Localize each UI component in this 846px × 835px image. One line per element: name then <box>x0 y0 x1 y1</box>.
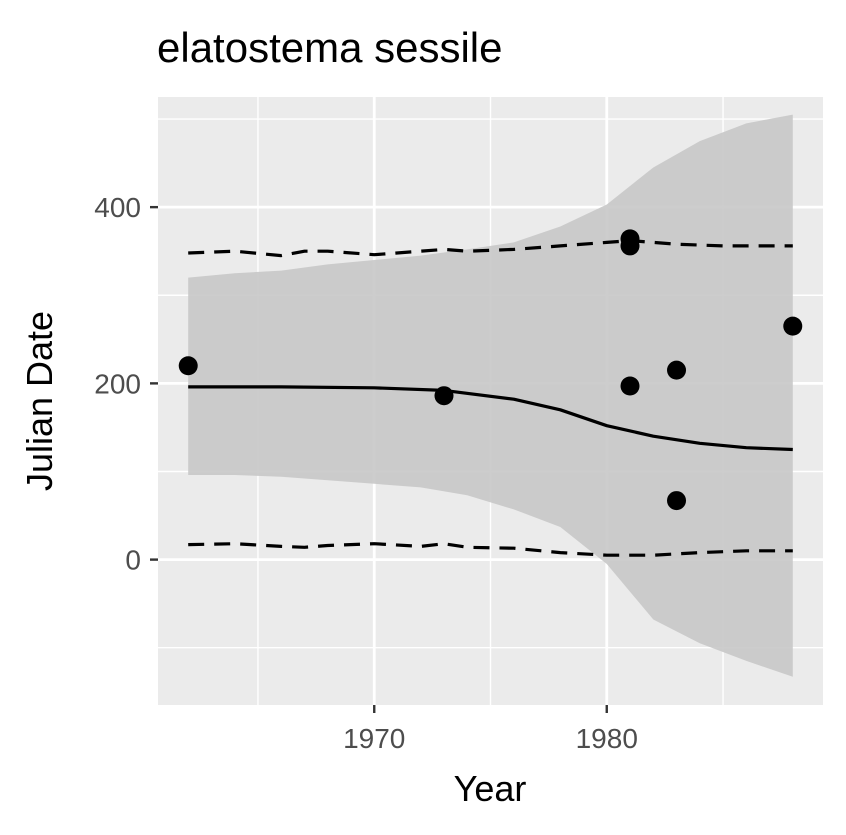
chart-title: elatostema sessile <box>157 24 503 71</box>
y-tick-label: 400 <box>94 192 141 223</box>
y-tick-label: 0 <box>125 545 141 576</box>
data-point <box>783 316 803 336</box>
lines-layer <box>188 239 793 557</box>
upper-quantile-line <box>188 239 793 258</box>
data-point <box>667 360 687 380</box>
points-layer <box>178 229 803 511</box>
lower-quantile-line <box>188 542 793 557</box>
data-point <box>620 376 640 396</box>
data-point <box>434 386 454 406</box>
y-axis-title: Julian Date <box>19 311 60 491</box>
x-axis-title: Year <box>454 768 527 809</box>
y-axis: 0 200 400 <box>94 192 158 576</box>
data-point <box>178 356 198 376</box>
x-axis: 1970 1980 <box>343 705 638 754</box>
data-point <box>667 491 687 511</box>
x-tick-label: 1970 <box>343 723 405 754</box>
fit-line <box>188 385 793 452</box>
data-point <box>620 236 640 256</box>
x-tick-label: 1980 <box>576 723 638 754</box>
y-tick-label: 200 <box>94 368 141 399</box>
